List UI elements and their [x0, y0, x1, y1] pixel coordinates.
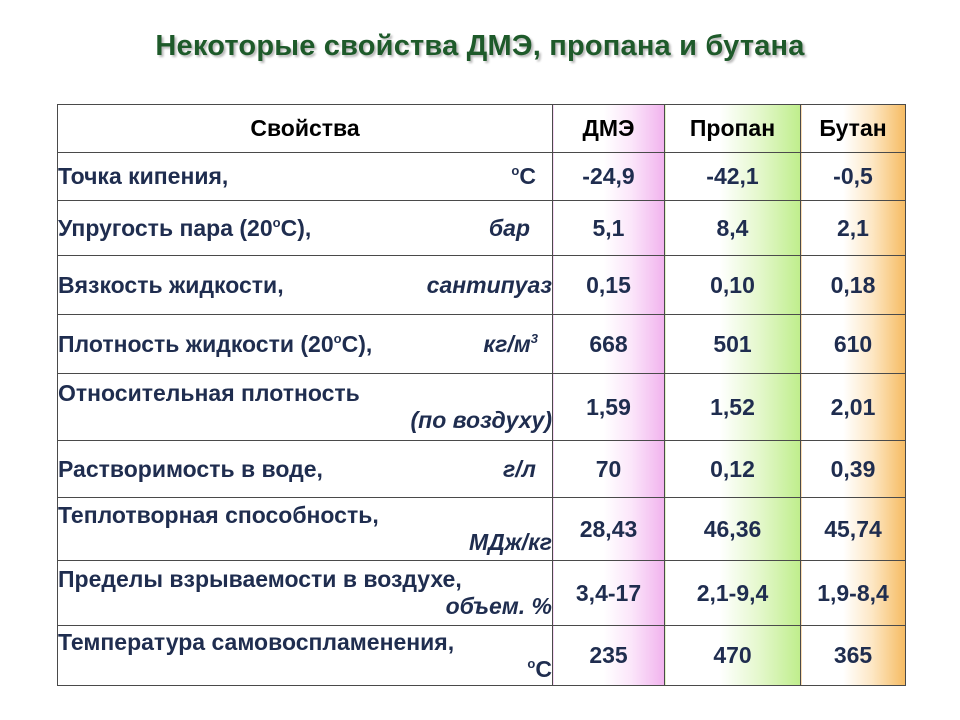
value-dme: 70: [552, 440, 665, 498]
table-row: Упругость пара (20oC), бар 5,1 8,4 2,1: [57, 200, 906, 256]
property-cell: Теплотворная способность, МДж/кг: [57, 497, 553, 561]
property-unit: сантипуаз: [426, 271, 552, 298]
property-name: Относительная плотность: [58, 380, 360, 406]
header-property: Свойства: [57, 104, 553, 153]
value-butane: 2,1: [800, 200, 906, 256]
header-butane: Бутан: [800, 104, 906, 153]
table-row: Точка кипения, oC -24,9 -42,1 -0,5: [57, 152, 906, 201]
property-cell: Вязкость жидкости, сантипуаз: [57, 255, 553, 315]
value-propane: 2,1-9,4: [664, 560, 801, 626]
property-name: Вязкость жидкости,: [58, 271, 284, 298]
property-unit: г/л: [503, 455, 536, 482]
table-row: Вязкость жидкости, сантипуаз 0,15 0,10 0…: [57, 255, 906, 315]
property-name: Пределы взрываемости в воздухе,: [58, 566, 462, 592]
property-cell: Пределы взрываемости в воздухе, объем. %: [57, 560, 553, 626]
table-row: Относительная плотность (по воздуху) 1,5…: [57, 373, 906, 441]
table-row: Плотность жидкости (20oC), кг/м3 668 501…: [57, 314, 906, 374]
property-cell: Упругость пара (20oC), бар: [57, 200, 553, 256]
property-cell: Относительная плотность (по воздуху): [57, 373, 553, 441]
value-butane: 365: [800, 625, 906, 686]
value-propane: 0,10: [664, 255, 801, 315]
property-unit: oC: [527, 655, 552, 682]
value-dme: 235: [552, 625, 665, 686]
value-butane: -0,5: [800, 152, 906, 201]
property-unit: oC: [511, 163, 536, 189]
property-unit: объем. %: [445, 593, 552, 619]
value-dme: 668: [552, 314, 665, 374]
value-butane: 0,39: [800, 440, 906, 498]
value-propane: 1,52: [664, 373, 801, 441]
value-propane: 8,4: [664, 200, 801, 256]
value-propane: 501: [664, 314, 801, 374]
property-name: Точка кипения,: [58, 163, 229, 189]
property-cell: Точка кипения, oC: [57, 152, 553, 201]
value-propane: 46,36: [664, 497, 801, 561]
value-butane: 2,01: [800, 373, 906, 441]
header-propane: Пропан: [664, 104, 801, 153]
value-dme: 28,43: [552, 497, 665, 561]
property-name: Температура самовоспламенения,: [58, 628, 455, 655]
value-butane: 0,18: [800, 255, 906, 315]
property-cell: Растворимость в воде, г/л: [57, 440, 553, 498]
value-propane: 470: [664, 625, 801, 686]
value-dme: 3,4-17: [552, 560, 665, 626]
value-propane: 0,12: [664, 440, 801, 498]
value-butane: 1,9-8,4: [800, 560, 906, 626]
page-title: Некоторые свойства ДМЭ, пропана и бутана: [155, 30, 805, 62]
property-unit: бар: [488, 214, 530, 241]
value-butane: 610: [800, 314, 906, 374]
table-row: Растворимость в воде, г/л 70 0,12 0,39: [57, 440, 906, 498]
value-dme: 5,1: [552, 200, 665, 256]
property-name: Плотность жидкости (20oC),: [58, 330, 373, 357]
table-row: Температура самовоспламенения, oC 235 47…: [57, 625, 906, 686]
properties-table: Свойства ДМЭ Пропан Бутан Точка кипения,…: [57, 104, 906, 686]
property-unit: МДж/кг: [468, 529, 552, 555]
property-cell: Плотность жидкости (20oC), кг/м3: [57, 314, 553, 374]
value-dme: 0,15: [552, 255, 665, 315]
property-cell: Температура самовоспламенения, oC: [57, 625, 553, 686]
property-name: Растворимость в воде,: [58, 455, 323, 482]
property-unit: кг/м3: [483, 330, 538, 357]
property-unit: (по воздуху): [410, 407, 552, 433]
value-dme: 1,59: [552, 373, 665, 441]
property-name: Упругость пара (20oC),: [58, 214, 312, 241]
table-row: Теплотворная способность, МДж/кг 28,43 4…: [57, 497, 906, 561]
value-propane: -42,1: [664, 152, 801, 201]
header-dme: ДМЭ: [552, 104, 665, 153]
header-row: Свойства ДМЭ Пропан Бутан: [57, 104, 906, 153]
property-name: Теплотворная способность,: [58, 502, 379, 528]
value-butane: 45,74: [800, 497, 906, 561]
value-dme: -24,9: [552, 152, 665, 201]
table-row: Пределы взрываемости в воздухе, объем. %…: [57, 560, 906, 626]
